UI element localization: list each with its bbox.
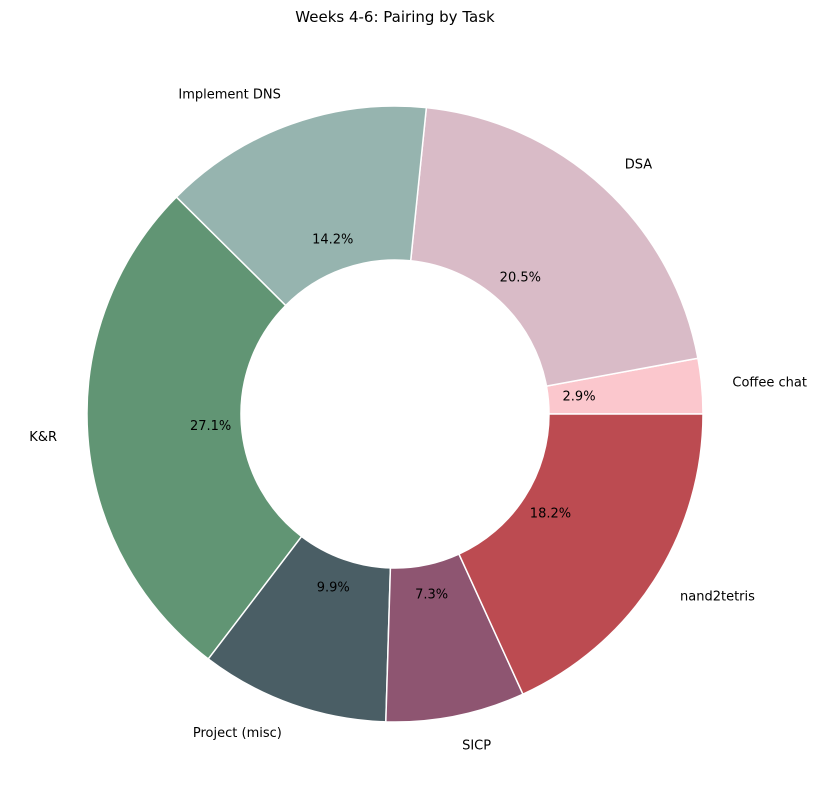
slice-implement-dns	[175, 105, 428, 307]
chart-title: Weeks 4-6: Pairing by Task	[295, 8, 495, 26]
slice-label-k-r: K&R	[29, 430, 57, 445]
slice-label-sicp: SICP	[462, 739, 491, 754]
slice-label-dsa: DSA	[625, 158, 653, 173]
slice-label-implement-dns: Implement DNS	[178, 88, 280, 103]
slice-nand2tetris	[457, 413, 704, 696]
labels-group: Coffee chat 2.9% DSA 20.5% Implement DNS 14.2…	[29, 88, 807, 754]
slice-label-project-misc: Project (misc)	[193, 726, 282, 741]
slice-label-nand2tetris: nand2tetris	[680, 590, 755, 605]
slice-percent-coffee-chat: 2.9%	[563, 390, 596, 405]
slice-percent-nand2tetris: 18.2%	[530, 506, 571, 521]
slice-percent-implement-dns: 14.2%	[312, 233, 353, 248]
slice-percent-project-misc: 9.9%	[317, 581, 350, 596]
slices-group	[86, 105, 704, 723]
slice-k-r	[86, 196, 303, 661]
slice-percent-k-r: 27.1%	[190, 419, 231, 434]
slice-percent-dsa: 20.5%	[500, 271, 541, 286]
slice-label-coffee-chat: Coffee chat	[732, 376, 807, 391]
slice-percent-sicp: 7.3%	[415, 588, 448, 603]
slice-dsa	[409, 106, 699, 387]
